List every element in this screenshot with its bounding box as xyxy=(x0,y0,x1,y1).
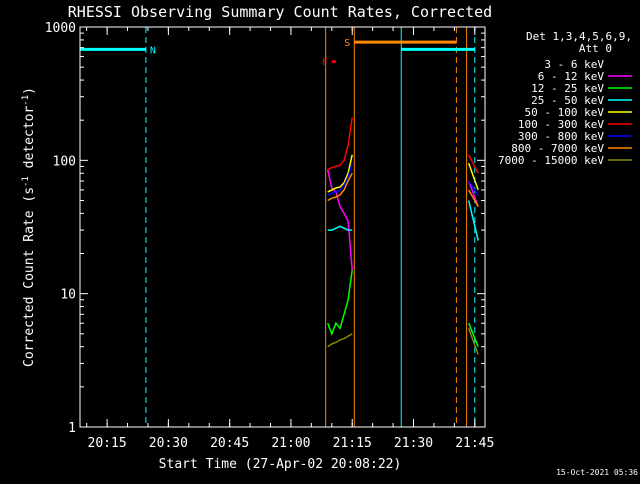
x-tick-label: 21:15 xyxy=(333,436,372,451)
legend-label: 100 - 300 keV xyxy=(518,118,604,131)
series-line xyxy=(327,154,353,193)
series-line xyxy=(468,180,479,196)
series-line xyxy=(468,322,479,347)
legend-label: 7000 - 15000 keV xyxy=(498,154,604,167)
legend-label: 800 - 7000 keV xyxy=(511,142,604,155)
series-line xyxy=(327,270,353,336)
y-axis-label-part: detector xyxy=(22,106,37,177)
series-line xyxy=(326,169,353,271)
y-tick-label: 100 xyxy=(53,154,76,169)
y-axis-label: Corrected Count Rate (s-1 detector-1) xyxy=(21,87,37,367)
x-tick-label: 20:15 xyxy=(88,436,127,451)
y-tick-label: 1000 xyxy=(45,21,76,36)
legend-label: 3 - 6 keV xyxy=(544,58,604,71)
flag-label: S xyxy=(344,38,350,49)
timestamp: 15-Oct-2021 05:36 xyxy=(556,468,638,477)
series-line xyxy=(327,333,353,348)
x-tick-label: 20:30 xyxy=(149,436,188,451)
plot-area: N F S xyxy=(79,27,479,427)
x-axis-label: Start Time (27-Apr-02 20:08:22) xyxy=(159,457,402,472)
legend-label: 50 - 100 keV xyxy=(525,106,605,119)
plot-frame xyxy=(79,26,486,428)
x-tick-label: 21:00 xyxy=(271,436,310,451)
series-line xyxy=(468,189,479,207)
series-line xyxy=(468,154,479,174)
y-tick-label: 10 xyxy=(60,288,76,303)
series-line xyxy=(327,117,353,171)
x-tick-label: 20:45 xyxy=(210,436,249,451)
flag-label: N xyxy=(150,45,156,56)
x-axis: 20:15 20:30 20:45 21:00 21:15 21:30 21:45 xyxy=(86,27,494,451)
y-tick-label: 1 xyxy=(68,421,76,436)
y-axis: 1 10 100 1000 xyxy=(45,21,485,436)
y-axis-label-superscript: -1 xyxy=(21,95,31,106)
x-tick-label: 21:30 xyxy=(394,436,433,451)
y-axis-label-superscript: -1 xyxy=(21,176,31,187)
legend-header-line-2: Att 0 xyxy=(579,42,612,55)
y-axis-label-part: Corrected Count Rate (s xyxy=(22,187,37,367)
chart-title: RHESSI Observing Summary Count Rates, Co… xyxy=(68,3,492,21)
series-line xyxy=(467,200,479,241)
series-line xyxy=(326,189,353,241)
y-axis-label-part: ) xyxy=(22,87,37,95)
x-tick-label: 21:45 xyxy=(455,436,494,451)
series-line xyxy=(327,172,353,202)
series-line xyxy=(467,328,479,355)
series-line xyxy=(467,163,479,191)
series-line xyxy=(327,163,353,196)
legend-header-line-1: Det 1,3,4,5,6,9, xyxy=(526,30,632,43)
legend-label: 25 - 50 keV xyxy=(531,94,604,107)
legend-label: 12 - 25 keV xyxy=(531,82,604,95)
flag-label: F xyxy=(322,58,328,69)
legend-label: 6 - 12 keV xyxy=(538,70,605,83)
legend-label: 300 - 800 keV xyxy=(518,130,604,143)
series-line xyxy=(327,225,353,231)
